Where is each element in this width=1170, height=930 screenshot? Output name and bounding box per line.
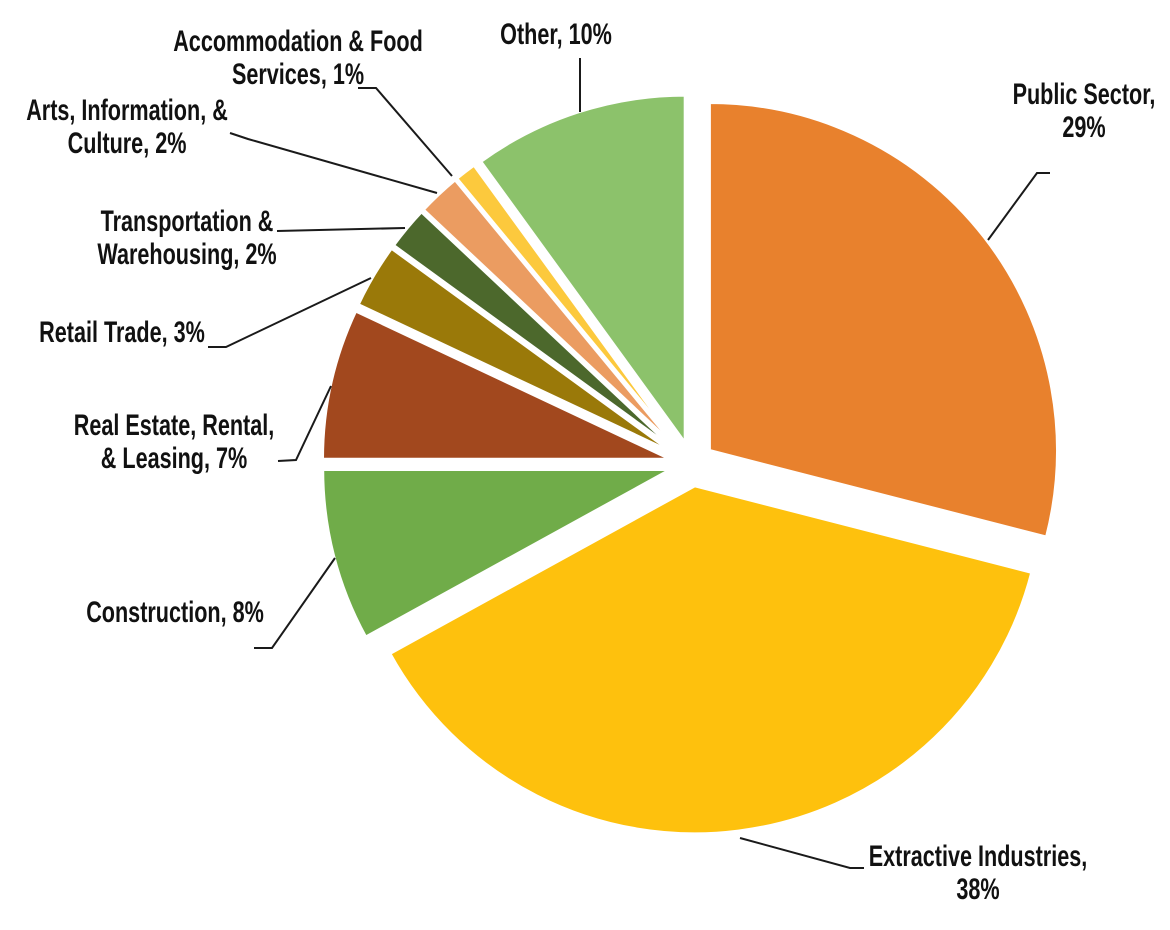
pie-slice-arts-information-culture: [421, 177, 679, 450]
pie-slice-extractive-industries: [387, 484, 1034, 836]
leader-line-extractive-industries: [739, 837, 864, 869]
slice-label-line: Extractive Industries,: [868, 840, 1088, 873]
leader-line-public-sector: [987, 172, 1050, 241]
slice-label-line: Real Estate, Rental,: [73, 409, 275, 442]
slice-label-public-sector: Public Sector, 29%: [969, 78, 1170, 144]
slice-label-line: Public Sector,: [1012, 78, 1156, 111]
slice-label-real-estate-rental-leasing: Real Estate, Rental, & Leasing, 7%: [59, 409, 289, 475]
slice-label-line: Accommodation & Food: [173, 25, 423, 58]
pie-slice-transportation-warehousing: [391, 209, 677, 452]
slice-label-other: Other, 10%: [470, 18, 643, 51]
slice-label-line: Services, 1%: [231, 58, 365, 91]
pie-slice-other: [478, 93, 687, 448]
slice-label-construction: Construction, 8%: [60, 596, 290, 629]
pie-slice-real-estate-rental-leasing: [320, 309, 672, 461]
pie-slice-retail-trade: [356, 246, 674, 455]
pie-slice-public-sector: [707, 100, 1059, 539]
leader-line-arts-information-culture: [229, 132, 438, 194]
slice-label-arts-information-culture: Arts, Information, & Culture, 2%: [19, 94, 235, 160]
leader-line-construction: [254, 557, 336, 649]
slice-label-transportation-warehousing: Transportation & Warehousing, 2%: [72, 205, 302, 271]
leader-line-retail-trade: [208, 277, 372, 348]
slice-label-retail-trade: Retail Trade, 3%: [21, 316, 223, 349]
slice-label-line: Construction, 8%: [86, 596, 264, 629]
slice-label-line: 38%: [956, 873, 1000, 906]
slice-label-line: Transportation &: [100, 205, 274, 238]
slice-label-line: 29%: [1062, 111, 1106, 144]
leader-line-transportation-warehousing: [276, 227, 406, 232]
pie-slice-construction: [321, 468, 672, 640]
slice-label-line: Arts, Information, &: [26, 94, 228, 127]
slice-label-line: & Leasing, 7%: [100, 442, 248, 475]
slice-label-extractive-industries: Extractive Industries, 38%: [856, 840, 1101, 906]
slice-label-line: Culture, 2%: [67, 127, 187, 160]
pie-slice-accommodation-food-services: [454, 163, 680, 448]
slice-label-line: Warehousing, 2%: [97, 238, 277, 271]
slice-label-line: Other, 10%: [500, 18, 612, 51]
slice-label-accommodation-food-services: Accommodation & Food Services, 1%: [154, 25, 442, 91]
leader-line-real-estate-rental-leasing: [277, 385, 332, 462]
slice-label-line: Retail Trade, 3%: [39, 316, 205, 349]
leader-line-accommodation-food-services: [358, 87, 453, 177]
